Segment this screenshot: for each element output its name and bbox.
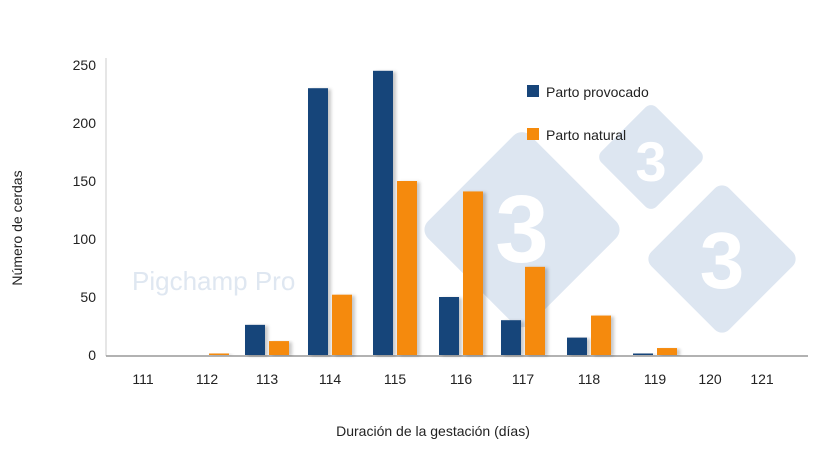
legend-label: Parto natural [546,127,626,143]
bar-parto-provocado [567,337,587,355]
bar-parto-provocado [245,324,265,355]
legend-swatch [527,128,539,140]
bar-parto-provocado [439,297,459,355]
y-tick-label: 100 [73,231,97,247]
x-tick-label: 115 [384,371,407,387]
bars [209,70,677,356]
bar-parto-natural [463,191,483,355]
logo-diamond-medium [648,185,796,333]
bar-parto-natural [332,294,352,355]
x-tick-label: 118 [578,371,601,387]
x-tick-label: 116 [450,371,473,387]
y-tick-label: 50 [80,289,96,305]
x-tick-label: 121 [750,371,774,387]
logo-diamond-small [599,105,703,209]
bar-parto-natural [525,266,545,355]
bar-parto-provocado [501,320,521,355]
bar-parto-natural [591,315,611,355]
bar-parto-provocado [308,88,328,355]
x-tick-label: 113 [256,371,279,387]
x-tick-label: 112 [196,371,219,387]
bar-parto-provocado [633,353,653,355]
y-axis-title: Número de cerdas [9,170,25,285]
bar-parto-natural [657,348,677,355]
axes [105,58,808,357]
logo-digit-large: 3 [495,176,548,283]
bar-parto-natural [209,353,229,355]
bar-parto-provocado [373,70,393,356]
legend-swatch [527,85,539,97]
logo-digit-medium: 3 [700,216,745,305]
y-tick-label: 0 [88,347,96,363]
x-tick-label: 111 [132,371,153,387]
x-tick-label: 114 [319,371,342,387]
x-tick-label: 117 [512,371,535,387]
x-axis-ticks: 111 112 113 114 115 116 117 118 119 120 121 [132,371,774,387]
y-tick-label: 200 [73,115,97,131]
x-tick-label: 120 [698,371,722,387]
y-axis-ticks: 0 50 100 150 200 250 [73,57,97,363]
watermark-text: Pigchamp Pro [132,266,295,296]
x-axis-title: Duración de la gestación (días) [336,423,530,439]
legend: Parto provocado Parto natural [527,84,649,143]
y-tick-label: 250 [73,57,97,73]
bar-parto-natural [397,181,417,355]
y-tick-label: 150 [73,173,97,189]
x-tick-label: 119 [644,371,667,387]
bar-parto-natural [269,341,289,355]
logo-digit-small: 3 [635,130,666,193]
legend-label: Parto provocado [546,84,649,100]
